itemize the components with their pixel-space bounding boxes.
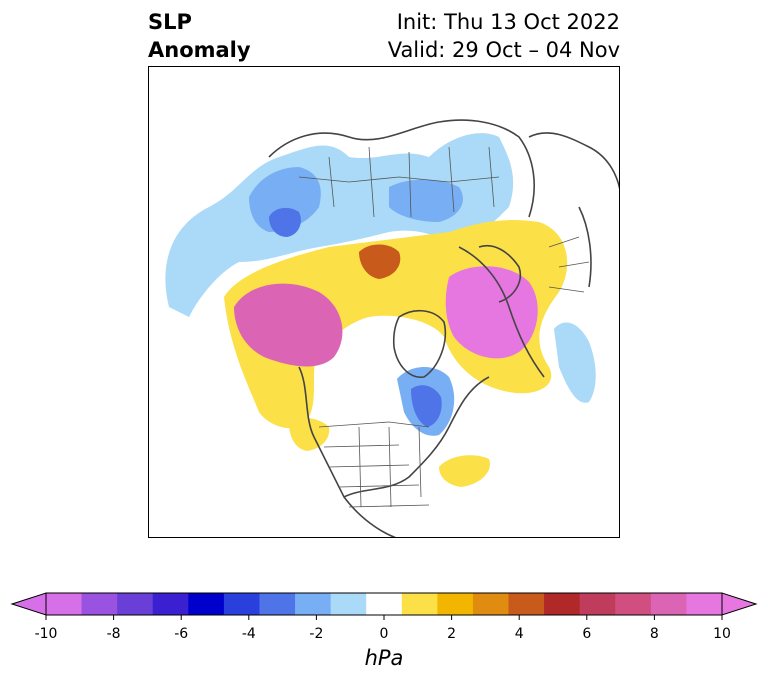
colorbar-tick-label: 10	[713, 626, 731, 642]
colorbar-cell	[650, 593, 687, 615]
blue-region-mid-north	[389, 179, 463, 222]
colorbar-units: hPa	[364, 646, 404, 670]
colorbar-tick-label: -10	[34, 626, 58, 642]
colorbar-tick-label: -8	[106, 626, 121, 642]
blue-region-dark-west	[269, 207, 301, 237]
warm-region-atlantic-core	[445, 266, 538, 359]
warm-region-atlantic-small	[439, 455, 490, 487]
colorbar-tick-label: -6	[174, 626, 189, 642]
map-panel	[148, 66, 620, 538]
colorbar-tick-label: -4	[241, 626, 256, 642]
positive-anomaly-regions	[224, 220, 568, 487]
colorbar-cell	[401, 593, 438, 615]
colorbar-tick-label: 8	[649, 626, 659, 642]
greenland-coast	[392, 309, 447, 378]
colorbar-cells	[46, 593, 723, 615]
colorbar-cell	[508, 593, 545, 615]
warm-region-pacific-core	[234, 283, 343, 367]
colorbar-cell	[117, 593, 154, 615]
colorbar-cell	[259, 593, 296, 615]
border-lines-eurasia	[298, 146, 590, 293]
colorbar-cell	[472, 593, 510, 615]
country-borders	[298, 146, 590, 508]
colorbar	[10, 592, 758, 620]
init-date: Init: Thu 13 Oct 2022	[396, 10, 620, 34]
border-lines-north-america	[318, 421, 430, 508]
colorbar-cell	[81, 593, 118, 615]
eurasia-coast	[268, 119, 545, 378]
map-dates: Init: Thu 13 Oct 2022 Valid: 29 Oct – 04…	[388, 8, 620, 64]
colorbar-tick-label: 0	[379, 626, 389, 642]
coastlines	[268, 119, 619, 537]
colorbar-cell	[686, 593, 723, 615]
colorbar-tick-label: -2	[309, 626, 324, 642]
map-title: SLP Anomaly	[148, 8, 251, 64]
colorbar-cell	[437, 593, 474, 615]
colorbar-cell	[615, 593, 652, 615]
colorbar-extend-low	[10, 592, 47, 616]
valid-range: Valid: 29 Oct – 04 Nov	[387, 38, 620, 62]
colorbar-cell	[544, 593, 581, 615]
title-line-2: Anomaly	[148, 38, 251, 62]
warm-region-siberia	[359, 244, 401, 279]
negative-anomaly-regions	[165, 133, 596, 436]
blue-region-large-west	[165, 133, 514, 317]
north-america-coast	[298, 366, 490, 537]
title-line-1: SLP	[148, 10, 192, 34]
europe-coast	[478, 245, 521, 303]
colorbar-tick-label: 6	[582, 626, 592, 642]
map-edge-notch	[149, 285, 155, 321]
colorbar-cell	[46, 593, 83, 615]
colorbar-cell	[366, 593, 403, 615]
blue-region-labrador-mid	[411, 385, 442, 427]
colorbar-cell	[223, 593, 260, 615]
colorbar-tick-label: 4	[514, 626, 524, 642]
colorbar-ticks	[45, 615, 723, 620]
colorbar-cell	[152, 593, 189, 615]
anomaly-map	[149, 119, 619, 537]
colorbar-tick-label: 2	[447, 626, 457, 642]
blue-region-east	[554, 322, 596, 403]
colorbar-extend-high	[721, 592, 758, 616]
colorbar-cell	[188, 593, 225, 615]
colorbar-cell	[295, 593, 332, 615]
blue-region-mid-west	[249, 167, 321, 232]
colorbar-cell	[579, 593, 616, 615]
warm-region-north-america	[289, 417, 330, 451]
asia-east-coast	[528, 132, 619, 288]
colorbar-cell	[330, 593, 367, 615]
